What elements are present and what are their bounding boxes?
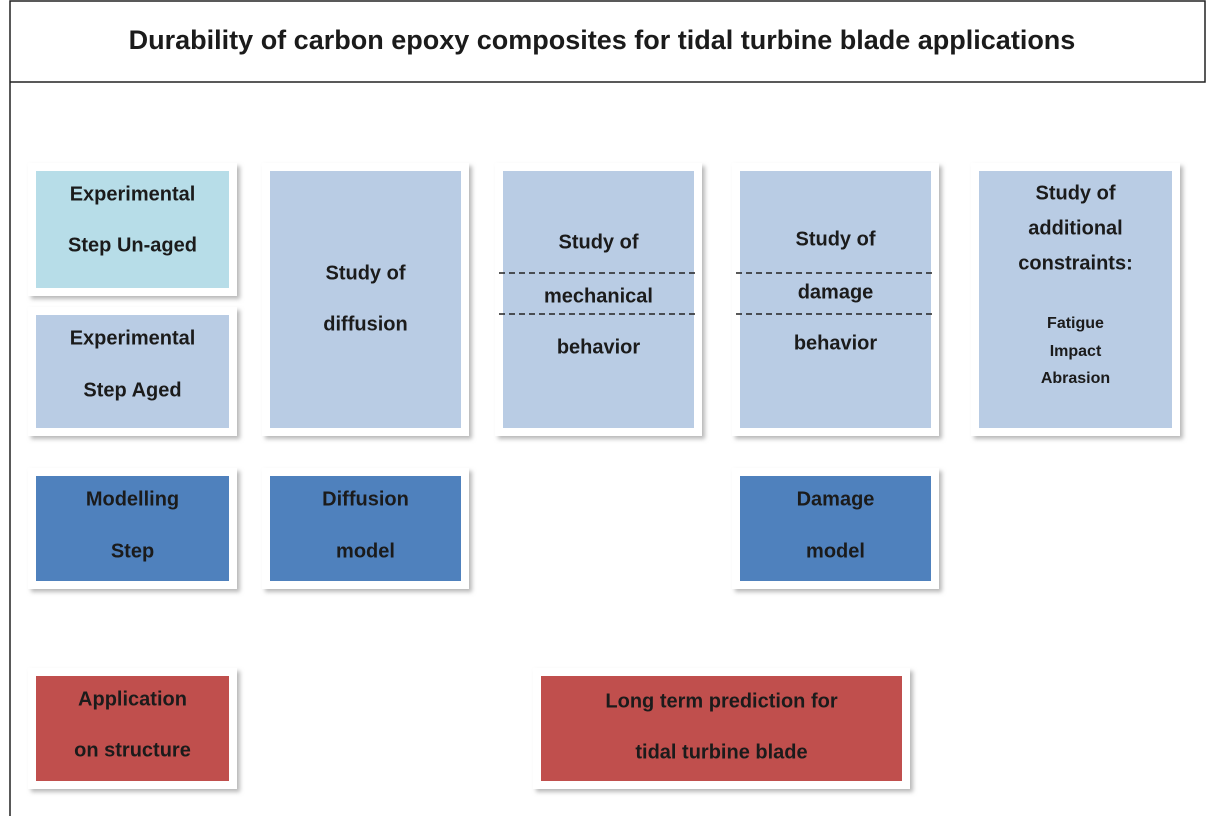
box-label: behavior	[557, 336, 641, 358]
box-label: Study of	[1036, 182, 1116, 204]
box	[262, 468, 469, 589]
box-label: Step Un-aged	[68, 234, 197, 256]
box-label: on structure	[74, 739, 191, 761]
box	[28, 468, 237, 589]
box-label: Step	[111, 540, 154, 562]
box-label: model	[806, 540, 865, 562]
box-label: Experimental	[70, 327, 196, 349]
box-label: mechanical	[544, 285, 653, 307]
box-label: Study of	[559, 231, 639, 253]
box-label: model	[336, 540, 395, 562]
box-label: Diffusion	[322, 488, 409, 510]
box	[28, 307, 237, 436]
box	[28, 668, 237, 789]
box-label: Study of	[796, 228, 876, 250]
box-label: constraints:	[1018, 252, 1132, 274]
box	[732, 468, 939, 589]
box	[971, 163, 1180, 436]
box-item: Fatigue	[1047, 315, 1104, 332]
box-label: Application	[78, 688, 187, 710]
box-label: behavior	[794, 332, 878, 354]
box	[495, 163, 702, 436]
box-label: Modelling	[86, 488, 179, 510]
box-label: Experimental	[70, 183, 196, 205]
title: Durability of carbon epoxy composites fo…	[129, 25, 1076, 55]
box-label: Study of	[326, 262, 406, 284]
box	[262, 163, 469, 436]
box-label: additional	[1028, 217, 1122, 239]
box-item: Impact	[1050, 343, 1102, 360]
box	[28, 163, 237, 296]
box-label: Step Aged	[83, 379, 181, 401]
box-label: damage	[798, 281, 874, 303]
box	[533, 668, 910, 789]
box-label: tidal turbine blade	[635, 741, 807, 763]
box	[732, 163, 939, 436]
frame	[9, 0, 1206, 816]
box-label: Long term prediction for	[605, 690, 837, 712]
box-label: diffusion	[323, 313, 407, 335]
box-label: Damage	[797, 488, 875, 510]
boxes: Experimental Step Un-aged Experimental Step…	[28, 163, 1180, 789]
box-item: Abrasion	[1041, 370, 1110, 387]
